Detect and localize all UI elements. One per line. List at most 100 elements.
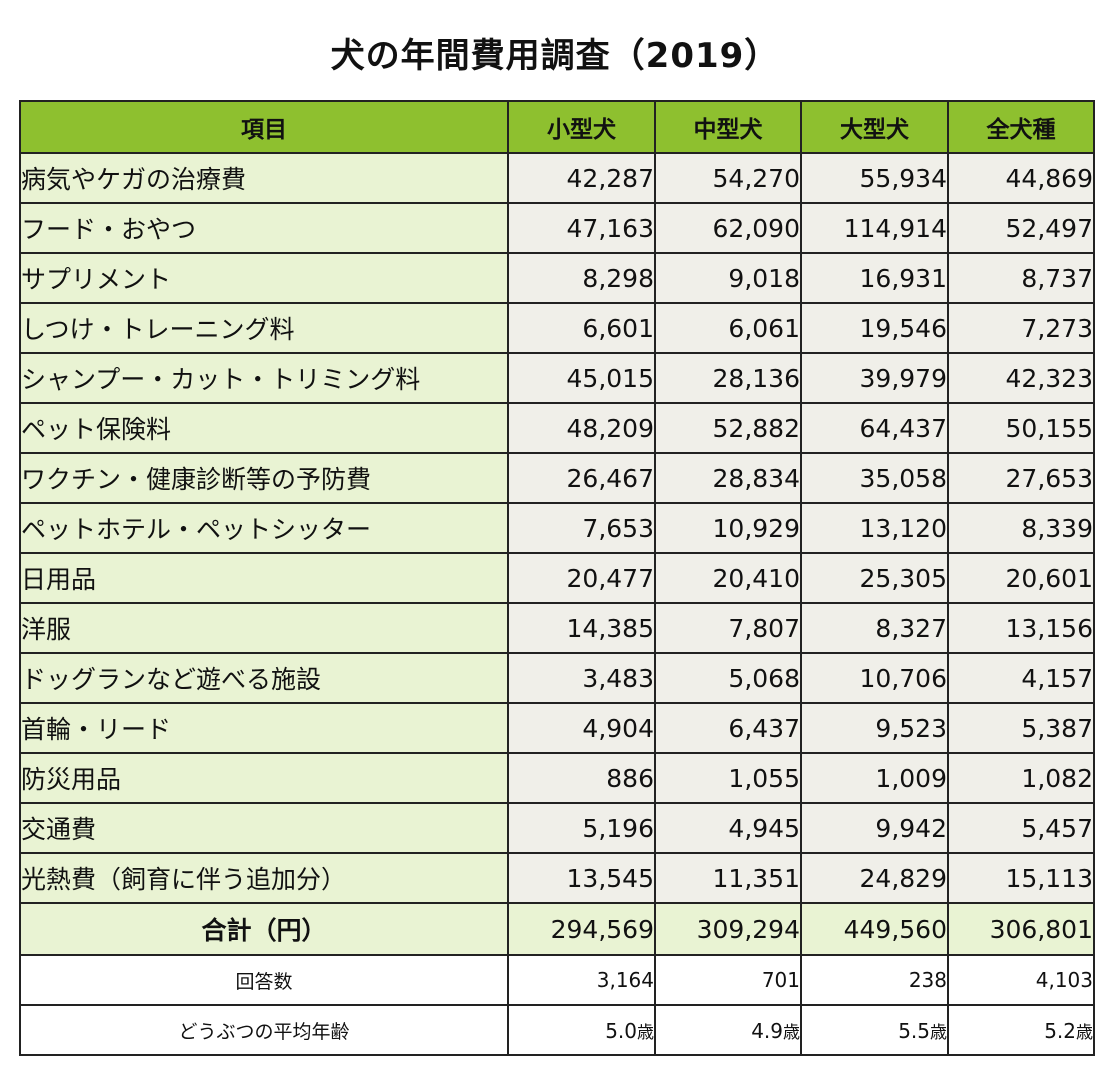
cost-value: 1,055 <box>654 752 802 804</box>
cost-value: 20,601 <box>947 552 1095 604</box>
cost-value: 19,546 <box>800 302 949 354</box>
cost-value: 5,196 <box>507 802 656 854</box>
cost-value: 20,410 <box>654 552 802 604</box>
cost-value: 45,015 <box>507 352 656 404</box>
cost-value: 16,931 <box>800 252 949 304</box>
table-row: フード・おやつ 47,163 62,090 114,914 52,497 <box>19 202 1095 254</box>
table-row: ワクチン・健康診断等の予防費 26,467 28,834 35,058 27,653 <box>19 452 1095 504</box>
cost-value: 52,497 <box>947 202 1095 254</box>
table-row: 病気やケガの治療費 42,287 54,270 55,934 44,869 <box>19 152 1095 204</box>
table-row: しつけ・トレーニング料 6,601 6,061 19,546 7,273 <box>19 302 1095 354</box>
cost-value: 15,113 <box>947 852 1095 904</box>
cost-value: 3,483 <box>507 652 656 704</box>
row-label: 洋服 <box>19 602 509 654</box>
row-label: 交通費 <box>19 802 509 854</box>
cost-value: 42,287 <box>507 152 656 204</box>
cost-value: 9,942 <box>800 802 949 854</box>
header-medium-dog: 中型犬 <box>654 100 802 154</box>
cost-value: 47,163 <box>507 202 656 254</box>
cost-value: 114,914 <box>800 202 949 254</box>
cost-value: 24,829 <box>800 852 949 904</box>
age-unit: 歳 <box>783 1022 800 1043</box>
table-row: 防災用品 886 1,055 1,009 1,082 <box>19 752 1095 804</box>
cost-value: 55,934 <box>800 152 949 204</box>
row-label: サプリメント <box>19 252 509 304</box>
respondents-value: 4,103 <box>947 954 1095 1006</box>
cost-value: 7,653 <box>507 502 656 554</box>
cost-value: 13,156 <box>947 602 1095 654</box>
cost-value: 62,090 <box>654 202 802 254</box>
cost-value: 1,082 <box>947 752 1095 804</box>
cost-value: 52,882 <box>654 402 802 454</box>
average-age-label: どうぶつの平均年齢 <box>19 1004 509 1056</box>
cost-value: 6,061 <box>654 302 802 354</box>
table-row: 日用品 20,477 20,410 25,305 20,601 <box>19 552 1095 604</box>
cost-value: 25,305 <box>800 552 949 604</box>
cost-value: 26,467 <box>507 452 656 504</box>
page-title: 犬の年間費用調査（2019） <box>330 36 780 76</box>
respondents-value: 701 <box>654 954 802 1006</box>
average-age-value: 5.0歳 <box>507 1004 656 1056</box>
cost-value: 50,155 <box>947 402 1095 454</box>
row-label: しつけ・トレーニング料 <box>19 302 509 354</box>
cost-value: 54,270 <box>654 152 802 204</box>
cost-value: 8,339 <box>947 502 1095 554</box>
row-label: シャンプー・カット・トリミング料 <box>19 352 509 404</box>
cost-value: 14,385 <box>507 602 656 654</box>
cost-value: 7,273 <box>947 302 1095 354</box>
cost-value: 8,737 <box>947 252 1095 304</box>
cost-value: 10,929 <box>654 502 802 554</box>
cost-table: 項目 小型犬 中型犬 大型犬 全犬種 病気やケガの治療費 42,287 54,270… <box>19 100 1095 1056</box>
cost-value: 39,979 <box>800 352 949 404</box>
header-all-breeds: 全犬種 <box>947 100 1095 154</box>
cost-value: 4,904 <box>507 702 656 754</box>
cost-value: 4,945 <box>654 802 802 854</box>
row-label: ペットホテル・ペットシッター <box>19 502 509 554</box>
cost-value: 13,545 <box>507 852 656 904</box>
total-row: 合計（円） 294,569 309,294 449,560 306,801 <box>19 902 1095 956</box>
row-label: 病気やケガの治療費 <box>19 152 509 204</box>
table-row: ペットホテル・ペットシッター 7,653 10,929 13,120 8,339 <box>19 502 1095 554</box>
total-label: 合計（円） <box>19 902 509 956</box>
cost-value: 8,327 <box>800 602 949 654</box>
row-label: 首輪・リード <box>19 702 509 754</box>
header-large-dog: 大型犬 <box>800 100 949 154</box>
average-age-row: どうぶつの平均年齢 5.0歳 4.9歳 5.5歳 5.2歳 <box>19 1004 1095 1056</box>
cost-value: 4,157 <box>947 652 1095 704</box>
table-row: シャンプー・カット・トリミング料 45,015 28,136 39,979 42,323 <box>19 352 1095 404</box>
table-row: 交通費 5,196 4,945 9,942 5,457 <box>19 802 1095 854</box>
table-row: ドッグランなど遊べる施設 3,483 5,068 10,706 4,157 <box>19 652 1095 704</box>
respondents-value: 238 <box>800 954 949 1006</box>
header-row: 項目 小型犬 中型犬 大型犬 全犬種 <box>19 100 1095 154</box>
cost-value: 11,351 <box>654 852 802 904</box>
cost-value: 44,869 <box>947 152 1095 204</box>
row-label: ペット保険料 <box>19 402 509 454</box>
cost-value: 6,601 <box>507 302 656 354</box>
respondents-value: 3,164 <box>507 954 656 1006</box>
total-value: 294,569 <box>507 902 656 956</box>
row-label: 日用品 <box>19 552 509 604</box>
cost-rows: 病気やケガの治療費 42,287 54,270 55,934 44,869 フード・おやつ… <box>19 152 1095 904</box>
average-age-value: 5.2歳 <box>947 1004 1095 1056</box>
age-unit: 歳 <box>1076 1022 1093 1043</box>
total-value: 306,801 <box>947 902 1095 956</box>
header-small-dog: 小型犬 <box>507 100 656 154</box>
respondents-row: 回答数 3,164 701 238 4,103 <box>19 954 1095 1006</box>
row-label: 防災用品 <box>19 752 509 804</box>
cost-value: 6,437 <box>654 702 802 754</box>
cost-value: 28,136 <box>654 352 802 404</box>
cost-value: 13,120 <box>800 502 949 554</box>
cost-value: 886 <box>507 752 656 804</box>
cost-value: 5,068 <box>654 652 802 704</box>
row-label: ワクチン・健康診断等の予防費 <box>19 452 509 504</box>
row-label: フード・おやつ <box>19 202 509 254</box>
table-row: ペット保険料 48,209 52,882 64,437 50,155 <box>19 402 1095 454</box>
cost-value: 42,323 <box>947 352 1095 404</box>
cost-value: 64,437 <box>800 402 949 454</box>
cost-value: 9,018 <box>654 252 802 304</box>
cost-value: 9,523 <box>800 702 949 754</box>
cost-value: 8,298 <box>507 252 656 304</box>
average-age-value: 5.5歳 <box>800 1004 949 1056</box>
table-row: サプリメント 8,298 9,018 16,931 8,737 <box>19 252 1095 304</box>
cost-value: 10,706 <box>800 652 949 704</box>
